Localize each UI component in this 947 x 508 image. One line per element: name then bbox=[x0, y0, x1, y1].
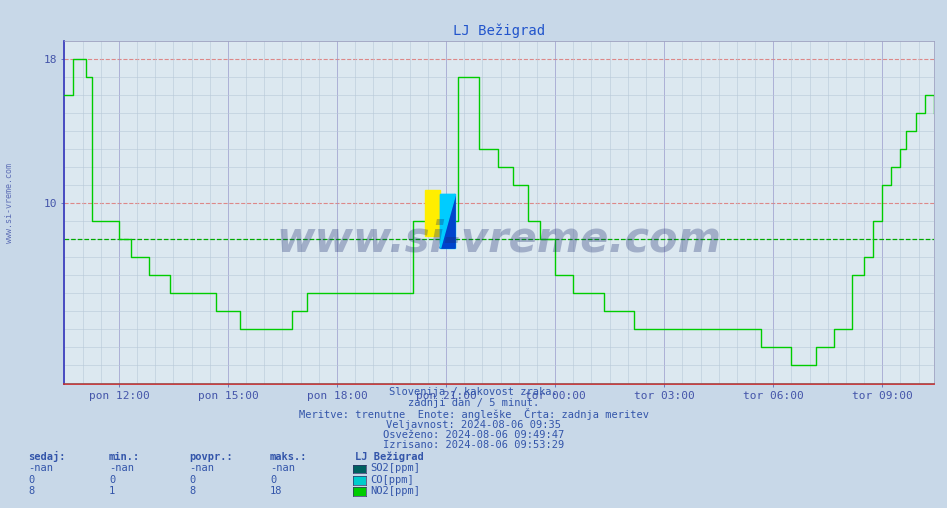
Text: Slovenija / kakovost zraka.: Slovenija / kakovost zraka. bbox=[389, 387, 558, 397]
Text: -nan: -nan bbox=[270, 463, 295, 473]
Text: LJ Bežigrad: LJ Bežigrad bbox=[355, 451, 424, 462]
Text: Osveženo: 2024-08-06 09:49:47: Osveženo: 2024-08-06 09:49:47 bbox=[383, 430, 564, 440]
Text: www.si-vreme.com: www.si-vreme.com bbox=[5, 163, 14, 243]
Text: NO2[ppm]: NO2[ppm] bbox=[370, 486, 420, 496]
Text: 1: 1 bbox=[109, 486, 116, 496]
Text: Veljavnost: 2024-08-06 09:35: Veljavnost: 2024-08-06 09:35 bbox=[386, 420, 561, 430]
Text: 0: 0 bbox=[270, 474, 277, 485]
Text: -nan: -nan bbox=[28, 463, 53, 473]
Text: povpr.:: povpr.: bbox=[189, 452, 233, 462]
Bar bbox=[425, 190, 440, 236]
Polygon shape bbox=[440, 194, 456, 248]
Text: maks.:: maks.: bbox=[270, 452, 308, 462]
Text: 0: 0 bbox=[109, 474, 116, 485]
Text: min.:: min.: bbox=[109, 452, 140, 462]
Text: SO2[ppm]: SO2[ppm] bbox=[370, 463, 420, 473]
Text: Meritve: trenutne  Enote: angleške  Črta: zadnja meritev: Meritve: trenutne Enote: angleške Črta: … bbox=[298, 407, 649, 420]
Text: 0: 0 bbox=[28, 474, 35, 485]
Text: 8: 8 bbox=[28, 486, 35, 496]
Text: sedaj:: sedaj: bbox=[28, 451, 66, 462]
Text: 18: 18 bbox=[270, 486, 282, 496]
Text: 0: 0 bbox=[189, 474, 196, 485]
Title: LJ Bežigrad: LJ Bežigrad bbox=[453, 23, 545, 38]
Text: CO[ppm]: CO[ppm] bbox=[370, 474, 414, 485]
Polygon shape bbox=[440, 194, 456, 248]
Text: zadnji dan / 5 minut.: zadnji dan / 5 minut. bbox=[408, 398, 539, 408]
Text: www.si-vreme.com: www.si-vreme.com bbox=[277, 218, 722, 261]
Text: Izrisano: 2024-08-06 09:53:29: Izrisano: 2024-08-06 09:53:29 bbox=[383, 440, 564, 450]
Polygon shape bbox=[440, 194, 456, 248]
Text: 8: 8 bbox=[189, 486, 196, 496]
Text: -nan: -nan bbox=[109, 463, 134, 473]
Text: -nan: -nan bbox=[189, 463, 214, 473]
